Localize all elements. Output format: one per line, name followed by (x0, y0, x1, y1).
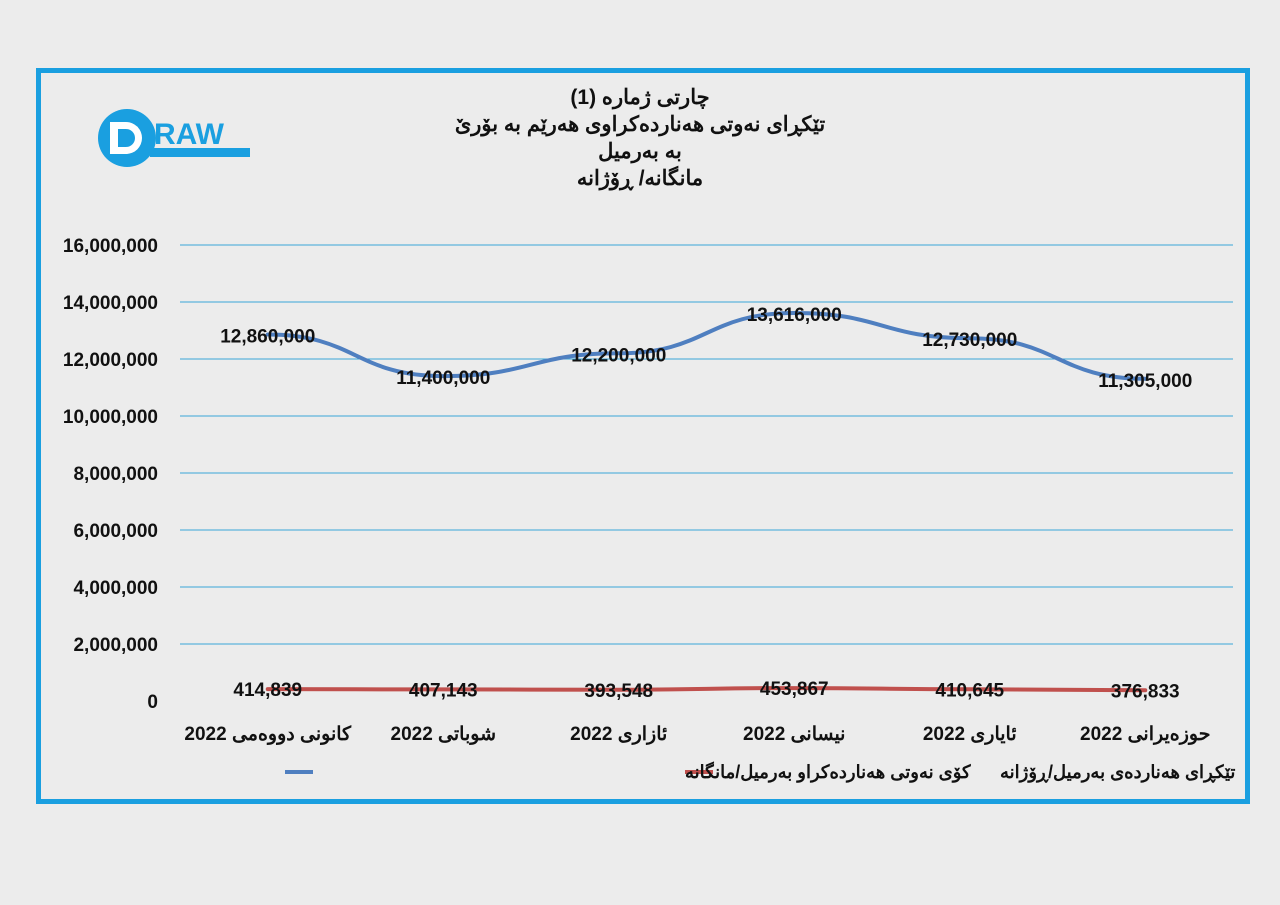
chart-title: چارتی ژمارە (1) تێکڕای نەوتی هەناردەکراو… (300, 84, 980, 192)
title-line: تێکڕای نەوتی هەناردەکراوی هەرێم بە بۆرێ (454, 113, 826, 136)
data-label: 393,548 (584, 681, 653, 702)
title-line: بە بەرمیل (598, 140, 682, 163)
draw-logo: RAW (98, 108, 258, 173)
y-tick-label: 10,000,000 (63, 407, 158, 428)
legend-label: تێکڕای هەناردەی بەرمیل/ڕۆژانە (1000, 762, 1235, 783)
x-tick-label: ئازاری 2022 (570, 724, 667, 745)
svg-text:RAW: RAW (154, 118, 225, 151)
data-label: 407,143 (409, 680, 478, 701)
y-tick-label: 4,000,000 (73, 578, 158, 599)
x-tick-label: شوباتی 2022 (391, 724, 497, 745)
x-tick-label: نیسانی 2022 (743, 724, 845, 745)
data-label: 376,833 (1111, 681, 1180, 702)
title-line: چارتی ژمارە (1) (570, 86, 710, 109)
y-tick-label: 6,000,000 (73, 521, 158, 542)
x-tick-label: ئایاری 2022 (923, 724, 1017, 745)
data-label: 453,867 (760, 679, 829, 700)
data-label: 12,730,000 (922, 330, 1017, 351)
y-tick-label: 0 (147, 692, 158, 713)
data-label: 414,839 (233, 680, 302, 701)
chart-frame (36, 68, 1250, 804)
y-tick-label: 8,000,000 (73, 464, 158, 485)
x-tick-label: کانونی دووەمی 2022 (184, 724, 352, 745)
legend-label: کۆی نەوتی هەناردەکراو بەرمیل/مانگانە (685, 761, 971, 783)
data-label: 11,400,000 (396, 368, 490, 389)
series-line-0 (265, 310, 1148, 381)
data-label: 13,616,000 (747, 305, 842, 326)
y-tick-label: 12,000,000 (63, 350, 158, 371)
data-label: 12,860,000 (220, 326, 315, 347)
data-label: 12,200,000 (571, 345, 666, 366)
y-tick-label: 14,000,000 (63, 293, 158, 314)
title-line: مانگانە/ ڕۆژانە (576, 167, 704, 190)
x-tick-label: حوزەیرانی 2022 (1080, 724, 1210, 745)
y-tick-label: 16,000,000 (63, 236, 158, 257)
data-label: 11,305,000 (1098, 371, 1192, 392)
series-line-1 (265, 686, 1148, 693)
data-label: 410,645 (935, 680, 1004, 701)
y-tick-label: 2,000,000 (73, 635, 158, 656)
